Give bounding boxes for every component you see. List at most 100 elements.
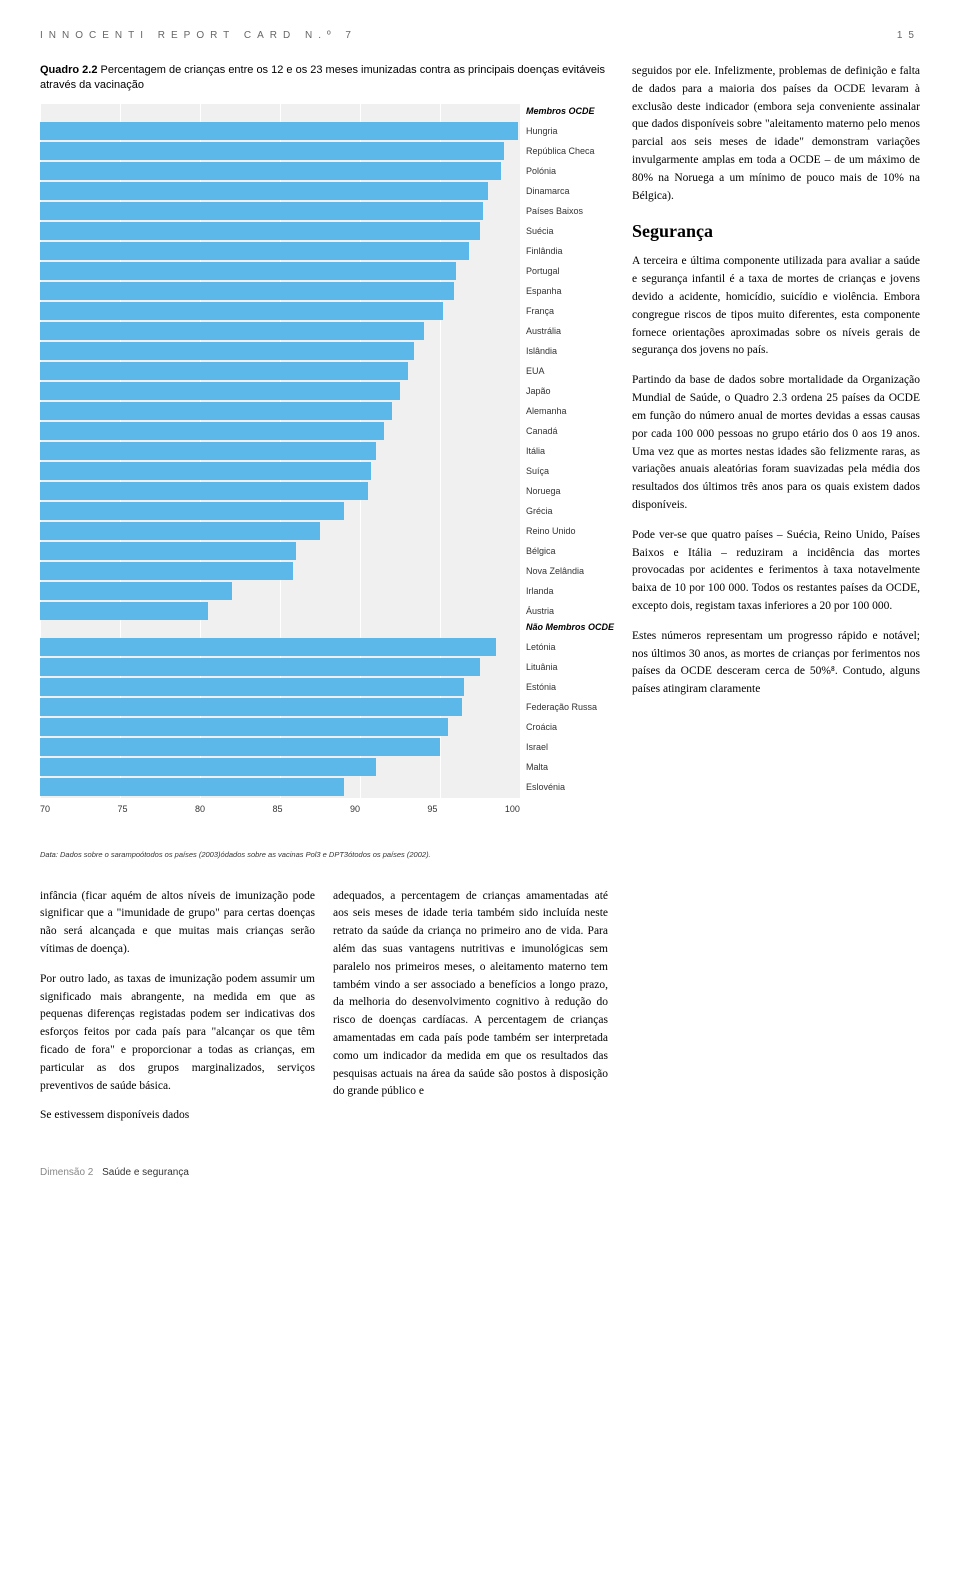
bar-label: Eslovénia	[526, 782, 565, 792]
bar-label: Dinamarca	[526, 186, 570, 196]
chart-plot	[40, 104, 520, 798]
bar-label: Finlândia	[526, 246, 563, 256]
bar-label: Irlanda	[526, 586, 554, 596]
bar-label: Portugal	[526, 266, 560, 276]
chart-title-bold: Quadro 2.2	[40, 64, 97, 76]
right-para: A terceira e última componente utilizada…	[632, 253, 920, 360]
segment-header: Não Membros OCDE	[526, 622, 614, 632]
bar-row	[40, 678, 464, 696]
bar	[40, 658, 480, 676]
bar	[40, 738, 440, 756]
left-column: Quadro 2.2 Percentagem de crianças entre…	[40, 63, 608, 1137]
bar	[40, 222, 480, 240]
bar-label: República Checa	[526, 146, 595, 156]
bar	[40, 282, 454, 300]
bar-label: Israel	[526, 742, 548, 752]
bar-row	[40, 758, 376, 776]
bar-row	[40, 242, 469, 260]
bar	[40, 522, 320, 540]
chart-title-rest: Percentagem de crianças entre os 12 e os…	[40, 64, 605, 91]
bar	[40, 122, 518, 140]
bar-row	[40, 482, 368, 500]
bar-label: Países Baixos	[526, 206, 583, 216]
bar-label: Nova Zelândia	[526, 566, 584, 576]
body-col-left: infância (ficar aquém de altos níveis de…	[40, 888, 315, 1138]
x-tick: 95	[427, 804, 437, 814]
bar	[40, 582, 232, 600]
bar	[40, 562, 293, 580]
right-para: Pode ver-se que quatro países – Suécia, …	[632, 527, 920, 616]
bar	[40, 462, 371, 480]
bar-label: Bélgica	[526, 546, 556, 556]
bar-label: Grécia	[526, 506, 553, 516]
bar-label: Reino Unido	[526, 526, 576, 536]
bar-row	[40, 322, 424, 340]
section-heading: Segurança	[632, 218, 920, 246]
x-tick: 90	[350, 804, 360, 814]
bar-row	[40, 202, 483, 220]
segment-header: Membros OCDE	[526, 106, 595, 116]
bar-row	[40, 182, 488, 200]
bar-label: Federação Russa	[526, 702, 597, 712]
bar-row	[40, 342, 414, 360]
bar-row	[40, 382, 400, 400]
bar	[40, 322, 424, 340]
bar	[40, 262, 456, 280]
bar-row	[40, 142, 504, 160]
bar-label: Polónia	[526, 166, 556, 176]
body-para: infância (ficar aquém de altos níveis de…	[40, 888, 315, 959]
bar-row	[40, 562, 293, 580]
bar	[40, 758, 376, 776]
bar-row	[40, 522, 320, 540]
body-para: Se estivessem disponíveis dados	[40, 1107, 315, 1125]
x-tick: 100	[505, 804, 520, 814]
bar	[40, 302, 443, 320]
bar	[40, 602, 208, 620]
bar-label: Itália	[526, 446, 545, 456]
bar-label: Canadá	[526, 426, 558, 436]
bar-row	[40, 602, 208, 620]
body-para: Por outro lado, as taxas de imunização p…	[40, 971, 315, 1096]
bar-label: Lituânia	[526, 662, 558, 672]
footer-dim: Dimensão 2	[40, 1167, 93, 1178]
bar-label: Alemanha	[526, 406, 567, 416]
bar-row	[40, 778, 344, 796]
grid-line	[520, 104, 521, 798]
bar-label: Suíça	[526, 466, 549, 476]
bar-row	[40, 698, 462, 716]
bar	[40, 362, 408, 380]
bar-label: Noruega	[526, 486, 561, 496]
x-tick: 85	[272, 804, 282, 814]
header-left: INNOCENTI REPORT CARD N.º 7	[40, 30, 357, 41]
bar-label: EUA	[526, 366, 545, 376]
bar	[40, 718, 448, 736]
main-layout: Quadro 2.2 Percentagem de crianças entre…	[40, 63, 920, 1137]
bar-row	[40, 582, 232, 600]
bar-row	[40, 402, 392, 420]
bar	[40, 402, 392, 420]
bar-row	[40, 502, 344, 520]
bar	[40, 142, 504, 160]
bar-row	[40, 658, 480, 676]
bar-label: França	[526, 306, 554, 316]
bar-row	[40, 638, 496, 656]
body-columns: infância (ficar aquém de altos níveis de…	[40, 888, 608, 1138]
x-axis-labels: 707580859095100	[40, 804, 520, 814]
bar-label: Malta	[526, 762, 548, 772]
bar	[40, 242, 469, 260]
bar	[40, 442, 376, 460]
bar-row	[40, 162, 501, 180]
bar-label: Islândia	[526, 346, 557, 356]
bar	[40, 502, 344, 520]
bar-row	[40, 282, 454, 300]
bar	[40, 422, 384, 440]
right-para: Partindo da base de dados sobre mortalid…	[632, 372, 920, 515]
bar-row	[40, 362, 408, 380]
bar-label: Letónia	[526, 642, 556, 652]
bar-label: Austrália	[526, 326, 561, 336]
bar-row	[40, 542, 296, 560]
page-footer: Dimensão 2 Saúde e segurança	[40, 1167, 920, 1178]
bar-label: Suécia	[526, 226, 554, 236]
body-col-mid: adequados, a percentagem de crianças ama…	[333, 888, 608, 1138]
bar-row	[40, 442, 376, 460]
